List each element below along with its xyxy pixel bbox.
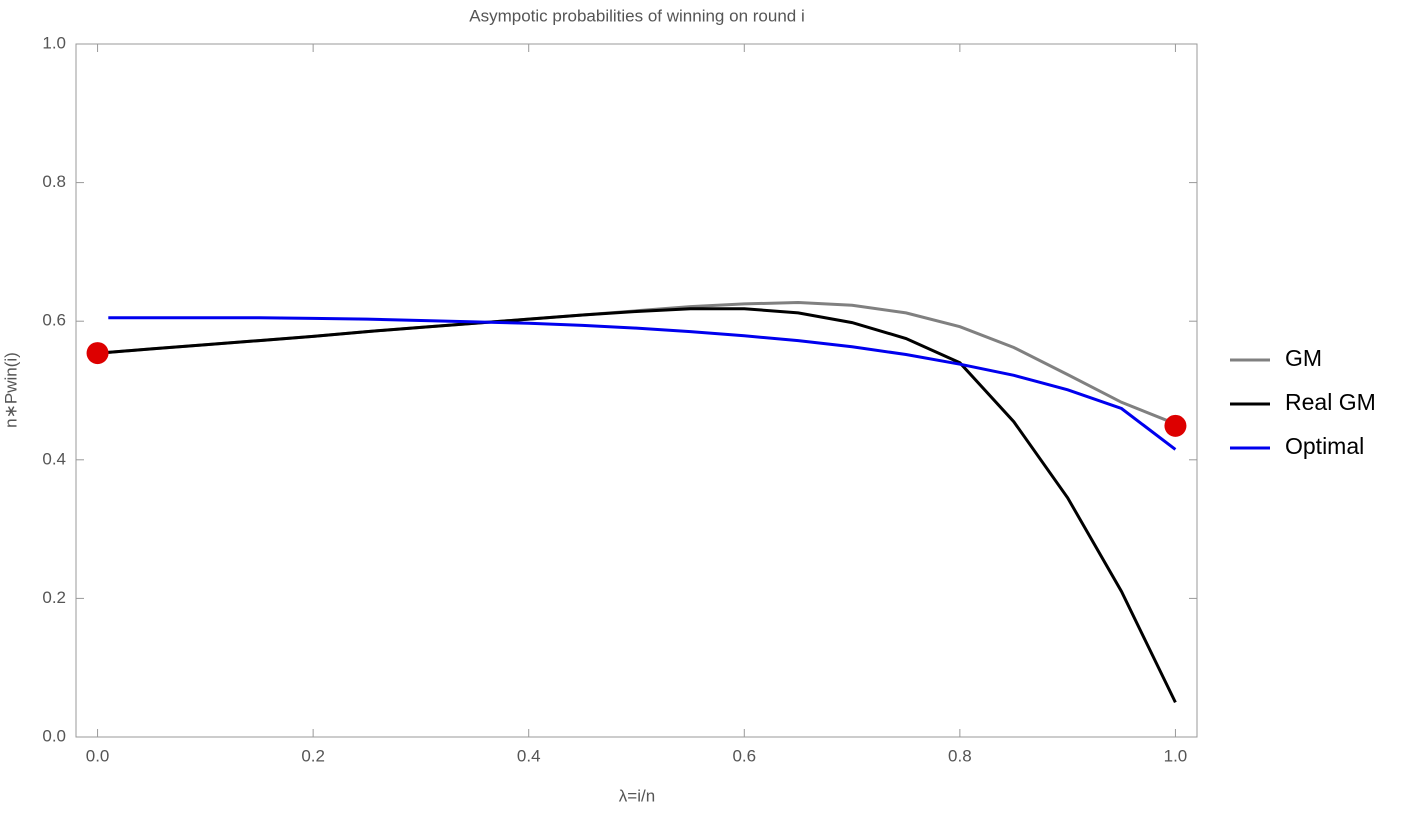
x-tick-label: 0.0 <box>86 746 110 765</box>
x-tick-label: 0.6 <box>732 746 756 765</box>
line-series <box>97 300 1176 426</box>
x-tick-label: 0.2 <box>301 746 325 765</box>
y-tick-label: 1.0 <box>42 33 66 52</box>
plot-frame <box>75 43 1198 738</box>
x-axis-label: λ=i/n <box>619 786 655 805</box>
x-tick-label: 1.0 <box>1164 746 1188 765</box>
legend-label: Real GM <box>1285 389 1376 415</box>
y-tick-label: 0.0 <box>42 726 66 745</box>
chart-title: Asympotic probabilities of winning on ro… <box>469 6 804 25</box>
line-series <box>108 316 1177 451</box>
y-tick-label: 0.6 <box>42 311 66 330</box>
legend-label: Optimal <box>1285 433 1364 459</box>
y-tick-label: 0.8 <box>42 172 66 191</box>
y-axis-label: n∗Pwin(i) <box>1 352 20 428</box>
x-tick-label: 0.8 <box>948 746 972 765</box>
y-tick-label: 0.4 <box>42 449 66 468</box>
point <box>86 342 109 365</box>
line-series <box>97 307 1177 704</box>
y-tick-label: 0.2 <box>42 588 66 607</box>
x-tick-label: 0.4 <box>517 746 541 765</box>
point <box>1164 414 1187 437</box>
legend-label: GM <box>1285 345 1322 371</box>
